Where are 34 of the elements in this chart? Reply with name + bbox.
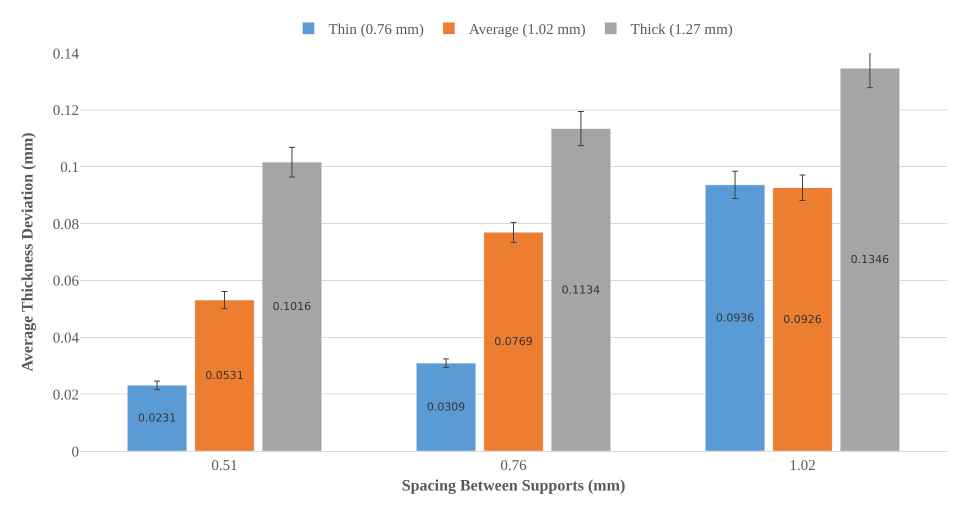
x-tick-label: 0.76 — [500, 458, 528, 474]
bar — [551, 128, 611, 451]
legend-label: Thin (0.76 mm) — [328, 22, 424, 38]
x-tick-label: 1.02 — [789, 458, 816, 474]
y-tick-label: 0.02 — [52, 387, 79, 404]
data-label: 0.0531 — [205, 369, 244, 382]
bar — [840, 68, 900, 451]
bar — [127, 385, 187, 451]
bar — [194, 300, 254, 451]
data-label: 0.0926 — [783, 312, 822, 326]
y-axis-title: Average Thickness Deviation (mm) — [20, 132, 37, 372]
y-tick-label: 0.1 — [60, 160, 79, 176]
data-label: 0.1346 — [850, 253, 890, 266]
x-axis-title: Spacing Between Supports (mm) — [402, 478, 626, 495]
legend-label: Average (1.02 mm) — [468, 22, 586, 38]
y-tick-label: 0.08 — [52, 216, 79, 233]
x-tick-label: 0.51 — [211, 458, 238, 474]
bar — [416, 362, 476, 451]
bar — [262, 162, 322, 451]
y-tick-label: 0.12 — [52, 103, 79, 120]
y-tick-label: 0.14 — [52, 46, 80, 62]
data-label: 0.0231 — [138, 412, 176, 425]
legend-label: Thick (1.27 mm) — [630, 22, 733, 38]
bar — [484, 232, 544, 451]
data-label: 0.0769 — [494, 335, 533, 348]
y-tick-label: 0.06 — [52, 274, 80, 290]
data-label: 0.1134 — [562, 283, 600, 296]
bar — [705, 184, 765, 451]
y-tick-label: 0.04 — [52, 330, 80, 347]
data-label: 0.0936 — [716, 311, 754, 324]
bar — [772, 188, 832, 451]
y-tick-label: 0 — [72, 444, 79, 460]
data-label: 0.0309 — [426, 400, 466, 414]
data-label: 0.1016 — [272, 300, 312, 314]
